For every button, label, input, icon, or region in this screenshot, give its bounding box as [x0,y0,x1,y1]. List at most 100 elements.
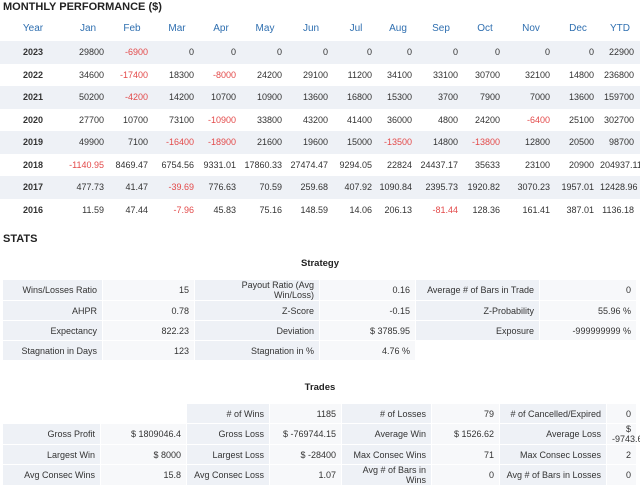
value-cell: 259.68 [300,182,328,193]
stats-row: Stagnation in Days 123 Stagnation in % 4.76… [2,340,637,361]
stat-label: # of Losses [341,403,432,424]
year-cell: 2020 [22,114,44,125]
stats-row: Wins/Losses Ratio 15 Payout Ratio (Avg Win… [2,279,637,301]
value-cell: 25100 [568,114,594,125]
value-cell: 35633 [474,159,500,170]
column-header-nov: Nov [522,22,540,34]
stat-value: 822.23 [102,320,195,341]
value-cell: -7.96 [173,204,194,215]
table-row: 2016 11.59 47.44 -7.96 45.83 75.16 148.59 14.06… [0,198,640,221]
value-cell: 4800 [437,114,458,125]
value-cell: 9294.05 [339,159,372,170]
stat-value: $ -28400 [269,444,342,465]
stat-label: Largest Win [2,444,101,465]
stat-label: Z-Score [194,300,320,321]
stats-row: Largest Win $ 8000 Largest Loss $ -28400 Max… [2,444,637,465]
stat-label: Avg Consec Wins [2,464,101,486]
table-row: 2021 50200 -4200 14200 10700 10900 13600 16800 1… [0,86,640,109]
value-cell: 12428.96 [600,182,638,193]
monthly-performance-title: MONTHLY PERFORMANCE ($) [3,1,162,13]
stat-label: Z-Probability [415,300,540,321]
value-cell: -4200 [124,92,148,103]
stat-label: Gross Profit [2,423,101,445]
value-cell: 22824 [386,159,412,170]
value-cell: 21600 [256,137,282,148]
value-cell: 24200 [256,69,282,80]
value-cell: 7000 [529,92,550,103]
value-cell: 7900 [479,92,500,103]
value-cell: 2395.73 [425,182,458,193]
value-cell: 128.36 [472,204,500,215]
value-cell: 23100 [524,159,550,170]
value-cell: 9331.01 [203,159,236,170]
table-row: 2020 27700 10700 73100 -10900 33800 43200 41400… [0,108,640,131]
column-header-dec: Dec [569,22,587,34]
stat-label: Avg # of Bars in Wins [341,464,432,486]
value-cell: 148.59 [300,204,328,215]
value-cell: 18300 [168,69,194,80]
stat-value [100,403,187,424]
value-cell: 0 [588,47,594,58]
stat-label: Payout Ratio (Avg Win/Loss) [194,279,320,301]
value-cell: 36000 [386,114,412,125]
value-cell: -18900 [207,137,236,148]
stats-row: Gross Profit $ 1809046.4 Gross Loss $ -7697… [2,423,640,445]
stat-value: $ 8000 [100,444,187,465]
stat-value: 55.96 % [539,300,637,321]
value-cell: 19600 [302,137,328,148]
stat-value: $ -9743.6 [606,423,640,445]
value-cell: 29100 [302,69,328,80]
value-cell: 14800 [432,137,458,148]
value-cell: 41400 [346,114,372,125]
value-cell: 206.13 [384,204,412,215]
value-cell: 236800 [603,69,634,80]
value-cell: 0 [406,47,412,58]
column-header-jun: Jun [302,22,320,34]
stat-label: Max Consec Losses [499,444,607,465]
column-header-ytd: YTD [610,22,630,34]
value-cell: 14200 [168,92,194,103]
value-cell: 0 [494,47,500,58]
year-cell: 2022 [22,69,44,80]
value-cell: 302700 [603,114,634,125]
stat-label: Stagnation in Days [2,340,103,361]
column-header-aug: Aug [389,22,407,34]
stat-label [2,403,101,424]
value-cell: 30700 [474,69,500,80]
stat-label: Gross Loss [186,423,270,445]
value-cell: 75.16 [259,204,282,215]
stat-label: # of Cancelled/Expired [499,403,607,424]
stat-value: 0 [606,464,637,486]
stat-label: AHPR [2,300,103,321]
stat-label: Average Loss [499,423,607,445]
value-cell: 477.73 [76,182,104,193]
value-cell: 34100 [386,69,412,80]
stat-value: 0.16 [319,279,416,301]
value-cell: 15000 [346,137,372,148]
stats-title: STATS [3,233,38,245]
value-cell: 16800 [346,92,372,103]
stat-value: 71 [431,444,500,465]
value-cell: 0 [230,47,236,58]
value-cell: 0 [188,47,194,58]
stat-value: 0.78 [102,300,195,321]
value-cell: 24437.17 [420,159,458,170]
column-header-year: Year [22,22,44,34]
column-header-feb: Feb [123,22,141,34]
year-cell: 2016 [22,204,44,215]
trades-table: # of Wins 1185 # of Losses 79 # of Cancelled… [2,403,640,486]
value-cell: 34600 [78,69,104,80]
stats-row: # of Wins 1185 # of Losses 79 # of Cancelled… [2,403,637,424]
value-cell: 32100 [524,69,550,80]
value-cell: -17400 [119,69,148,80]
value-cell: 33800 [256,114,282,125]
value-cell: 161.41 [522,204,550,215]
value-cell: 50200 [78,92,104,103]
year-cell: 2018 [22,159,44,170]
value-cell: 29800 [78,47,104,58]
value-cell: 1090.84 [379,182,412,193]
value-cell: 20500 [568,137,594,148]
value-cell: 10700 [210,92,236,103]
stat-label: Max Consec Wins [341,444,432,465]
value-cell: 3070.23 [517,182,550,193]
